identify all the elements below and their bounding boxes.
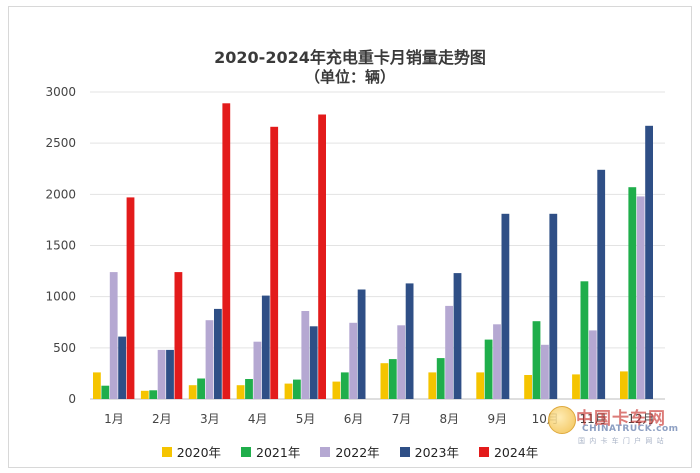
bar-2022年-4月 [253, 341, 262, 399]
bar-2023年-6月 [357, 289, 366, 399]
bar-2024年-2月 [174, 272, 183, 399]
watermark-name-cn: 中国卡车网 [576, 409, 666, 429]
truck-logo-icon [548, 406, 576, 434]
bar-2020年-10月 [524, 375, 532, 399]
bar-2020年-9月 [476, 372, 485, 399]
bar-2023年-12月 [645, 125, 653, 400]
bar-2020年-12月 [620, 371, 628, 399]
legend-swatch [161, 446, 172, 457]
watermark-name-en: CHINATRUCK.com [582, 424, 679, 434]
bar-2021年-3月 [197, 378, 205, 399]
bar-2022年-1月 [109, 272, 118, 399]
bar-2022年-12月 [636, 196, 645, 399]
bar-2024年-5月 [318, 114, 326, 399]
y-tick-label: 0 [68, 392, 76, 406]
bar-2024年-1月 [126, 197, 135, 399]
x-tick-label: 2月 [152, 412, 172, 426]
gridlines [90, 91, 665, 400]
y-tick-label: 1000 [45, 290, 76, 304]
bar-2023年-4月 [261, 295, 270, 399]
bar-2023年-11月 [597, 169, 606, 399]
legend-label: 2021年 [256, 445, 301, 460]
chart-subtitle: （单位：辆） [304, 68, 395, 86]
bar-2022年-3月 [205, 320, 214, 399]
bar-2024年-4月 [270, 126, 279, 400]
bar-2021年-6月 [340, 372, 349, 399]
x-tick-label: 8月 [440, 412, 460, 426]
legend-item: 2022年 [320, 442, 380, 461]
bar-2021年-10月 [532, 321, 541, 399]
bar-2020年-2月 [140, 390, 149, 399]
bar-2021年-5月 [293, 379, 301, 399]
legend-item: 2024年 [478, 442, 539, 461]
chart-title: 2020-2024年充电重卡月销量走势图 [214, 48, 486, 67]
bar-2020年-8月 [428, 372, 437, 399]
x-tick-label: 1月 [104, 412, 124, 426]
bar-2021年-7月 [388, 359, 397, 399]
bar-2023年-10月 [549, 213, 558, 399]
bar-2021年-11月 [580, 281, 589, 399]
bar-2021年-12月 [628, 187, 637, 399]
bar-2023年-5月 [309, 326, 318, 399]
bar-2020年-3月 [188, 385, 197, 399]
bar-2022年-10月 [541, 344, 549, 399]
legend-swatch [399, 446, 410, 457]
legend-item: 2021年 [241, 442, 300, 461]
legend-item: 2020年 [161, 442, 222, 461]
y-tick-label: 500 [53, 341, 76, 355]
bar-2022年-7月 [397, 325, 406, 399]
bar-2022年-5月 [301, 311, 310, 399]
x-tick-label: 9月 [487, 412, 507, 426]
bar-2020年-1月 [93, 372, 101, 399]
bar-2020年-7月 [380, 363, 389, 399]
bar-2021年-1月 [101, 385, 110, 399]
bar-2023年-7月 [405, 283, 414, 399]
bar-2022年-6月 [349, 322, 358, 399]
bar-2024年-3月 [222, 103, 231, 400]
legend-label: 2023年 [414, 445, 459, 460]
bar-2021年-9月 [484, 339, 493, 399]
y-tick-label: 2000 [45, 187, 76, 201]
x-tick-label: 7月 [392, 412, 412, 426]
x-tick-label: 3月 [200, 412, 220, 426]
bar-2023年-3月 [214, 308, 222, 399]
x-tick-label: 5月 [296, 412, 316, 426]
bar-2023年-1月 [118, 336, 126, 399]
bar-2020年-11月 [572, 374, 580, 399]
bar-2020年-6月 [332, 381, 341, 399]
bar-2023年-8月 [453, 273, 462, 399]
bar-2020年-4月 [236, 385, 245, 399]
bar-2022年-9月 [493, 324, 501, 399]
x-tick-label: 6月 [344, 412, 364, 426]
x-tick-label: 4月 [248, 412, 268, 426]
bar-2021年-2月 [149, 390, 158, 399]
bar-2023年-2月 [166, 349, 174, 399]
bar-2021年-4月 [245, 379, 253, 399]
bar-2023年-9月 [501, 213, 510, 399]
watermark-logo: 中国卡车网 CHINATRUCK.com 国 内 卡 车 门 户 网 站 [548, 404, 678, 448]
bar-2022年-8月 [445, 305, 453, 399]
bar-2020年-5月 [284, 383, 293, 399]
watermark-slogan: 国 内 卡 车 门 户 网 站 [578, 437, 665, 445]
y-tick-label: 1500 [45, 239, 76, 253]
legend-swatch [320, 446, 331, 457]
legend-swatch [241, 446, 252, 457]
legend-item: 2023年 [399, 442, 459, 461]
bars [93, 103, 653, 400]
x-tick-label: 12月 [627, 412, 654, 426]
legend-label: 2022年 [335, 445, 380, 460]
y-tick-label: 3000 [45, 85, 76, 99]
x-tick-label: 11月 [579, 412, 606, 426]
legend-label: 2024年 [493, 445, 539, 460]
y-tick-label: 2500 [45, 136, 76, 150]
legend-swatch [478, 446, 489, 457]
legend-label: 2020年 [176, 445, 222, 460]
bar-2022年-11月 [588, 330, 597, 399]
legend: 2020年 2021年 2022年 2023年 2024年 [0, 442, 700, 461]
y-axis-ticks: 0 500 1000 1500 2000 2500 3000 [45, 85, 76, 406]
bar-2022年-2月 [157, 349, 166, 399]
bar-2021年-8月 [436, 358, 445, 399]
